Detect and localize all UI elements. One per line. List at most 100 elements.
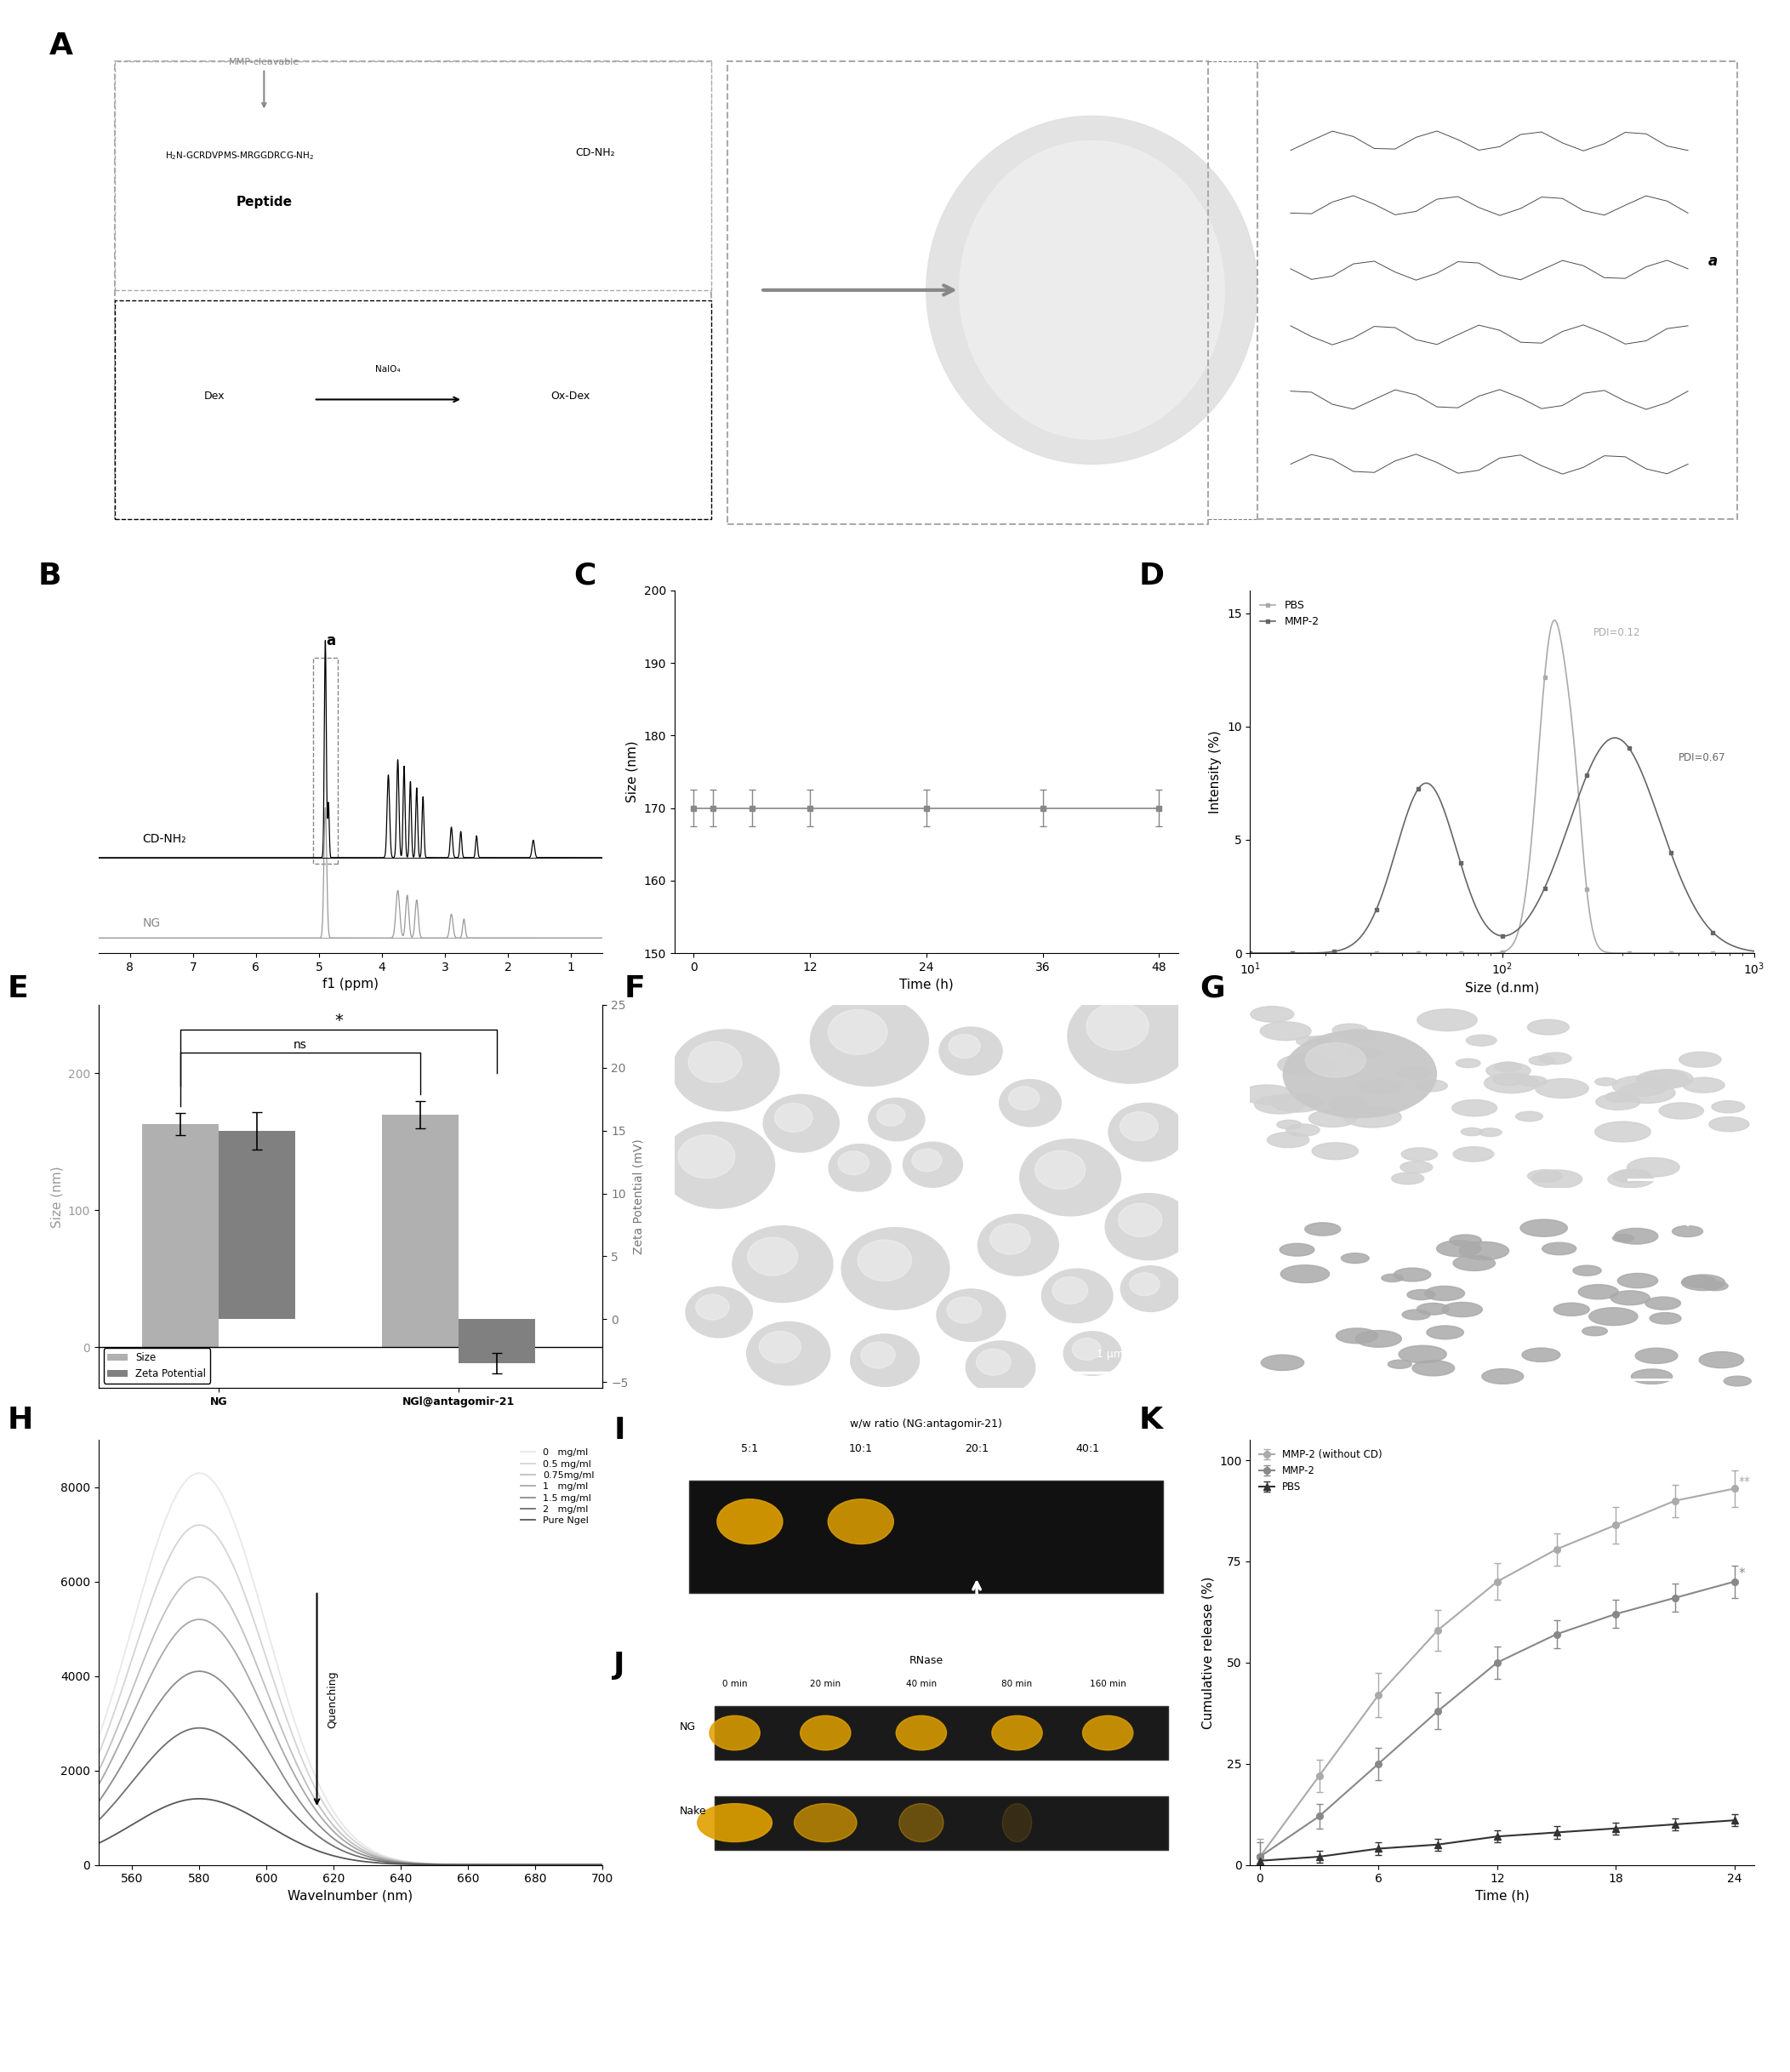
- Circle shape: [1443, 1301, 1482, 1318]
- Circle shape: [1121, 1266, 1181, 1312]
- Circle shape: [780, 1109, 834, 1148]
- MMP-2: [1743, 939, 1765, 963]
- Text: J: J: [614, 1651, 625, 1680]
- 1.5 mg/ml: [188, 1660, 209, 1685]
- 0.75mg/ml: [501, 1852, 523, 1877]
- Circle shape: [1067, 988, 1192, 1084]
- Y-axis label: Intensity (%): Intensity (%): [1210, 729, 1223, 814]
- Circle shape: [1280, 1266, 1330, 1283]
- Circle shape: [1613, 1169, 1650, 1183]
- Text: 160 min: 160 min: [1090, 1680, 1126, 1689]
- 0.5 mg/ml: [580, 1852, 601, 1877]
- Ellipse shape: [1083, 1716, 1133, 1751]
- Legend: 0   mg/ml, 0.5 mg/ml, 0.75mg/ml, 1   mg/ml, 1.5 mg/ml, 2   mg/ml, Pure Ngel: 0 mg/ml, 0.5 mg/ml, 0.75mg/ml, 1 mg/ml, …: [517, 1444, 598, 1529]
- Circle shape: [1416, 1080, 1448, 1092]
- 0.75mg/ml: [580, 1852, 601, 1877]
- Text: 1 μm: 1 μm: [1097, 1349, 1124, 1359]
- Circle shape: [1486, 1063, 1530, 1080]
- Circle shape: [1520, 1220, 1568, 1237]
- Circle shape: [1308, 1036, 1330, 1044]
- Circle shape: [696, 1295, 729, 1320]
- Bar: [714, 1705, 1169, 1759]
- Text: PBS: PBS: [1708, 1013, 1740, 1030]
- Text: Nake: Nake: [678, 1807, 707, 1817]
- Circle shape: [1453, 1256, 1495, 1270]
- 0   mg/ml: [331, 1811, 353, 1836]
- Circle shape: [1267, 1131, 1308, 1148]
- Pure Ngel: [88, 1832, 109, 1857]
- Circle shape: [1466, 1034, 1496, 1046]
- Circle shape: [1344, 1106, 1402, 1127]
- Text: Ox-Dex: Ox-Dex: [551, 392, 591, 402]
- Circle shape: [687, 1142, 766, 1202]
- Pure Ngel: [580, 1852, 601, 1877]
- Circle shape: [1683, 1276, 1717, 1287]
- Circle shape: [1579, 1285, 1618, 1299]
- Circle shape: [1341, 1254, 1369, 1264]
- 0.75mg/ml: [331, 1821, 353, 1846]
- PBS: [1536, 640, 1557, 665]
- MMP-2: [1328, 939, 1350, 963]
- Circle shape: [1398, 1067, 1432, 1080]
- Circle shape: [1280, 1243, 1314, 1256]
- Bar: [714, 1796, 1169, 1850]
- Circle shape: [1391, 1173, 1423, 1185]
- 0.5 mg/ml: [88, 1743, 109, 1767]
- 0.75mg/ml: [362, 1842, 383, 1867]
- Circle shape: [1595, 1077, 1616, 1086]
- PBS: [1239, 941, 1260, 966]
- 1.5 mg/ml: [501, 1852, 523, 1877]
- Line: MMP-2: MMP-2: [1248, 736, 1756, 955]
- Line: 2   mg/ml: 2 mg/ml: [98, 1728, 603, 1865]
- Bar: [141, 1123, 218, 1347]
- Circle shape: [1308, 1111, 1357, 1127]
- Ellipse shape: [709, 1716, 761, 1751]
- Bar: [381, 1115, 458, 1347]
- Circle shape: [1618, 1274, 1658, 1289]
- X-axis label: Size (d.nm): Size (d.nm): [1464, 982, 1539, 995]
- Ellipse shape: [718, 1500, 782, 1544]
- Circle shape: [1072, 1339, 1101, 1359]
- Circle shape: [940, 1028, 1002, 1075]
- Circle shape: [1255, 1096, 1305, 1115]
- 0.75mg/ml: [592, 1852, 614, 1877]
- Circle shape: [1305, 1222, 1341, 1235]
- X-axis label: Wavelnumber (nm): Wavelnumber (nm): [288, 1890, 413, 1902]
- Circle shape: [1582, 1326, 1607, 1336]
- Circle shape: [1597, 1094, 1640, 1111]
- 1.5 mg/ml: [388, 1850, 410, 1875]
- Circle shape: [1076, 1341, 1117, 1372]
- PBS: [1328, 941, 1350, 966]
- Circle shape: [1087, 1003, 1149, 1051]
- 0   mg/ml: [328, 1807, 349, 1832]
- Bar: [115, 62, 711, 518]
- Text: I: I: [614, 1415, 625, 1444]
- 1   mg/ml: [331, 1828, 353, 1852]
- 2   mg/ml: [328, 1836, 349, 1861]
- Circle shape: [1613, 1075, 1668, 1096]
- Circle shape: [1539, 1053, 1572, 1065]
- Text: PDI=0.67: PDI=0.67: [1679, 752, 1726, 762]
- Legend: PBS, MMP-2: PBS, MMP-2: [1255, 597, 1323, 632]
- Circle shape: [976, 1349, 1011, 1376]
- Text: A: A: [48, 31, 73, 60]
- Y-axis label: Cumulative release (%): Cumulative release (%): [1201, 1577, 1215, 1728]
- X-axis label: Time (h): Time (h): [1475, 1890, 1529, 1902]
- 0.75mg/ml: [328, 1819, 349, 1844]
- 2   mg/ml: [88, 1809, 109, 1834]
- Circle shape: [1613, 1235, 1634, 1241]
- X-axis label: f1 (ppm): f1 (ppm): [322, 978, 379, 990]
- Text: NG: NG: [143, 918, 161, 928]
- 0   mg/ml: [88, 1726, 109, 1751]
- 2   mg/ml: [188, 1716, 209, 1740]
- Bar: [689, 1481, 1164, 1593]
- Pure Ngel: [188, 1786, 209, 1811]
- Circle shape: [1636, 1349, 1677, 1363]
- Text: a: a: [326, 632, 335, 649]
- 1   mg/ml: [188, 1608, 209, 1633]
- Circle shape: [1271, 1094, 1323, 1113]
- Legend: Size, Zeta Potential: Size, Zeta Potential: [104, 1349, 209, 1384]
- 2   mg/ml: [501, 1852, 523, 1877]
- Circle shape: [1042, 1268, 1113, 1322]
- 1.5 mg/ml: [580, 1852, 601, 1877]
